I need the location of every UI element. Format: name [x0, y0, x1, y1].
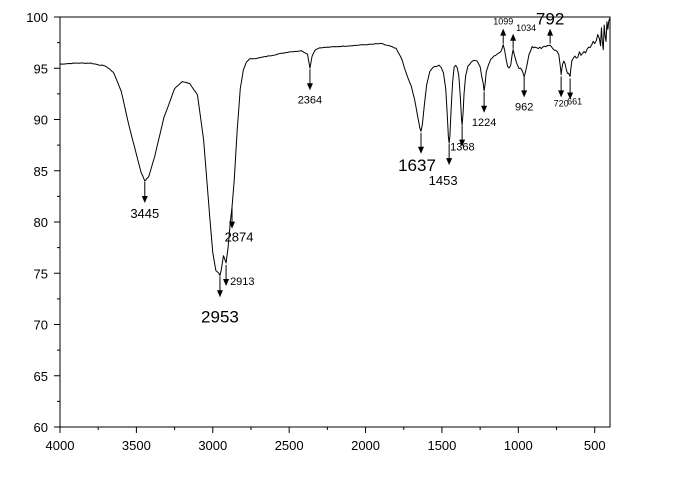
peak-annotation: 3445	[130, 182, 159, 221]
peak-annotation: 1099	[493, 17, 513, 44]
annotation-label: 2874	[225, 230, 254, 245]
x-tick-label: 3500	[122, 438, 151, 453]
annotation-arrowhead	[141, 196, 148, 203]
annotation-arrowhead	[510, 33, 517, 41]
x-tick-label: 500	[584, 438, 606, 453]
y-axis: 60 65 70 75 80 85 90 95 100	[26, 10, 60, 435]
peak-annotation: 2953	[201, 276, 239, 326]
annotation-arrowhead	[567, 92, 574, 100]
peak-annotation: 1368	[450, 125, 475, 154]
peak-annotation: 720	[554, 76, 569, 108]
annotation-arrowhead	[459, 139, 466, 147]
y-tick-label: 60	[34, 420, 48, 435]
x-tick-label: 4000	[46, 438, 75, 453]
annotation-arrowhead	[216, 290, 223, 298]
peak-annotation: 661	[567, 78, 582, 106]
x-tick-label: 1500	[427, 438, 456, 453]
annotation-label: 1099	[493, 17, 513, 27]
annotation-label: 1224	[472, 117, 496, 129]
peak-annotation: 962	[515, 76, 533, 113]
annotation-arrowhead	[229, 221, 236, 229]
annotation-arrowhead	[418, 146, 425, 154]
annotation-label: 2364	[298, 94, 322, 106]
peak-annotation: 2874	[225, 207, 254, 245]
annotation-label: 1453	[429, 173, 458, 188]
y-tick-label: 85	[34, 164, 48, 179]
annotation-arrowhead	[481, 105, 488, 113]
peak-annotation: 1453	[429, 144, 458, 188]
y-tick-label: 80	[34, 215, 48, 230]
x-tick-label: 2500	[275, 438, 304, 453]
y-tick-label: 90	[34, 113, 48, 128]
annotation-label: 1637	[398, 156, 436, 175]
annotation-label: 661	[567, 96, 582, 106]
peak-annotation: 1224	[472, 91, 496, 129]
y-tick-label: 100	[26, 10, 48, 25]
x-tick-label: 2000	[351, 438, 380, 453]
peak-annotation: 2913	[223, 265, 255, 288]
y-tick-label: 65	[34, 369, 48, 384]
x-axis: 4000 3500 3000 2500 2000 1500 1000 500	[46, 427, 606, 453]
peak-annotation: 2364	[298, 69, 322, 106]
annotation-arrowhead	[306, 83, 313, 91]
annotation-label: 792	[536, 10, 564, 29]
y-tick-label: 95	[34, 61, 48, 76]
x-tick-label: 3000	[198, 438, 227, 453]
annotation-label: 720	[554, 98, 569, 108]
peak-annotation: 1034	[510, 23, 536, 49]
y-tick-label: 70	[34, 318, 48, 333]
peak-annotation: 1637	[398, 132, 436, 175]
peak-annotation: 792	[536, 10, 564, 44]
annotation-label: 1034	[516, 23, 536, 33]
annotation-label: 2913	[230, 276, 254, 288]
annotation-arrowhead	[500, 28, 507, 36]
annotation-arrowhead	[558, 90, 565, 98]
annotation-arrowhead	[521, 90, 528, 98]
y-tick-label: 75	[34, 266, 48, 281]
annotation-label: 3445	[130, 206, 159, 221]
annotation-label: 2953	[201, 307, 239, 326]
x-tick-label: 1000	[504, 438, 533, 453]
plot-frame	[59, 16, 611, 428]
annotation-arrowhead	[223, 279, 230, 287]
spectrum-line	[59, 17, 611, 276]
annotation-label: 1368	[450, 142, 474, 154]
annotation-label: 962	[515, 101, 533, 113]
annotation-arrowhead	[547, 28, 554, 36]
annotation-arrowhead	[446, 158, 453, 166]
